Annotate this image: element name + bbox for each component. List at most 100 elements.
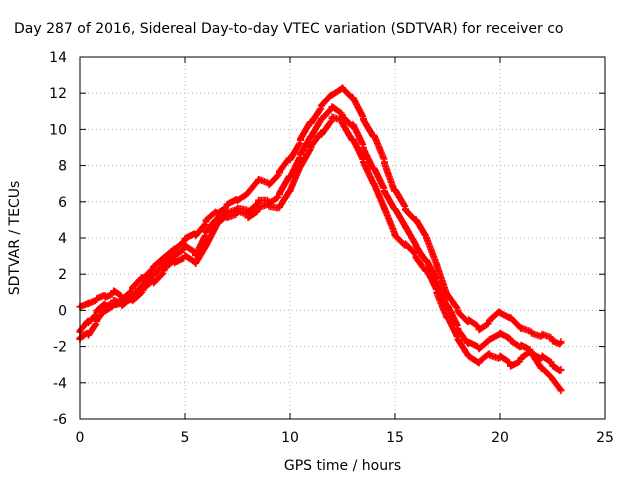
data-point	[307, 118, 315, 126]
x-tick-label: 10	[281, 430, 299, 446]
data-point	[412, 252, 420, 260]
data-point	[318, 129, 325, 137]
data-point	[412, 241, 420, 249]
data-point	[286, 187, 294, 195]
chart-title: Day 287 of 2016, Sidereal Day-to-day VTE…	[14, 21, 563, 37]
data-point	[486, 317, 493, 325]
data-point	[538, 332, 546, 340]
data-point	[318, 102, 325, 110]
data-point	[370, 165, 378, 173]
y-tick-label: 2	[58, 267, 67, 283]
plot-border	[79, 56, 606, 420]
y-tick-label: 8	[58, 159, 67, 175]
data-point	[454, 306, 462, 314]
data-point	[150, 270, 157, 278]
y-tick-label: 6	[58, 195, 67, 211]
data-point	[339, 84, 346, 92]
data-point	[213, 221, 220, 229]
data-point	[286, 154, 294, 162]
data-point	[454, 335, 462, 343]
data-point	[549, 335, 556, 343]
data-point	[423, 234, 430, 242]
data-point	[328, 115, 336, 123]
series-track-3	[76, 113, 565, 395]
data-point	[423, 267, 430, 275]
data-point	[150, 263, 157, 271]
data-point	[265, 201, 273, 209]
data-point	[496, 353, 504, 361]
data-point	[297, 162, 304, 170]
y-tick-label: 4	[58, 231, 67, 247]
data-point	[475, 344, 483, 352]
y-tick-label: 14	[49, 50, 67, 66]
data-point	[517, 343, 525, 351]
data-point	[110, 288, 118, 296]
data-point	[328, 104, 336, 112]
data-point	[549, 361, 556, 369]
x-tick-label: 25	[596, 430, 614, 446]
data-point	[465, 317, 472, 325]
data-point	[223, 212, 231, 220]
data-point	[433, 261, 441, 269]
axis-ticks	[79, 56, 606, 420]
data-point	[213, 209, 220, 217]
data-point	[84, 317, 92, 325]
data-point	[423, 258, 430, 266]
y-tick-label: -6	[53, 412, 67, 428]
data-point	[549, 375, 556, 383]
data-point	[110, 301, 118, 309]
y-tick-label: -2	[53, 340, 67, 356]
data-point	[391, 205, 399, 213]
data-point	[496, 308, 504, 316]
data-point	[465, 352, 472, 360]
data-point	[297, 136, 304, 144]
data-point	[517, 355, 525, 363]
x-tick-label: 5	[181, 430, 190, 446]
data-point	[150, 277, 157, 285]
data-point	[202, 241, 210, 249]
data-point	[244, 212, 252, 220]
data-point	[276, 191, 283, 199]
data-point	[507, 361, 514, 369]
data-point	[244, 189, 252, 197]
data-point	[339, 111, 346, 119]
data-point	[160, 267, 168, 275]
data-point	[255, 205, 262, 213]
y-axis-title: SDTVAR / TECUs	[7, 181, 23, 296]
data-point	[349, 136, 357, 144]
data-point	[276, 203, 283, 211]
data-point	[307, 133, 315, 141]
data-point	[93, 308, 101, 316]
data-point	[360, 158, 367, 166]
series-markers	[76, 103, 565, 375]
x-tick-label: 20	[491, 430, 509, 446]
data-point	[475, 359, 483, 367]
data-point	[538, 353, 546, 361]
data-point	[370, 180, 378, 188]
data-point	[557, 339, 565, 347]
data-point	[139, 274, 147, 282]
data-point	[528, 348, 535, 356]
y-tick-label: 0	[58, 303, 67, 319]
data-point	[223, 201, 231, 209]
data-point	[496, 330, 504, 338]
data-point	[486, 335, 493, 343]
data-point	[171, 250, 178, 258]
data-point	[307, 144, 315, 151]
data-point	[381, 187, 388, 195]
data-point	[129, 285, 136, 293]
data-point	[101, 306, 109, 314]
data-point	[129, 296, 136, 304]
grid	[80, 57, 605, 419]
data-point	[444, 314, 451, 322]
series-markers	[76, 113, 565, 395]
data-point	[381, 158, 388, 166]
data-point	[339, 118, 346, 126]
data-point	[528, 328, 535, 336]
data-point	[192, 259, 199, 267]
data-point	[486, 350, 493, 358]
y-tick-label: 12	[49, 86, 67, 102]
data-point	[465, 339, 472, 347]
data-point	[349, 122, 357, 130]
